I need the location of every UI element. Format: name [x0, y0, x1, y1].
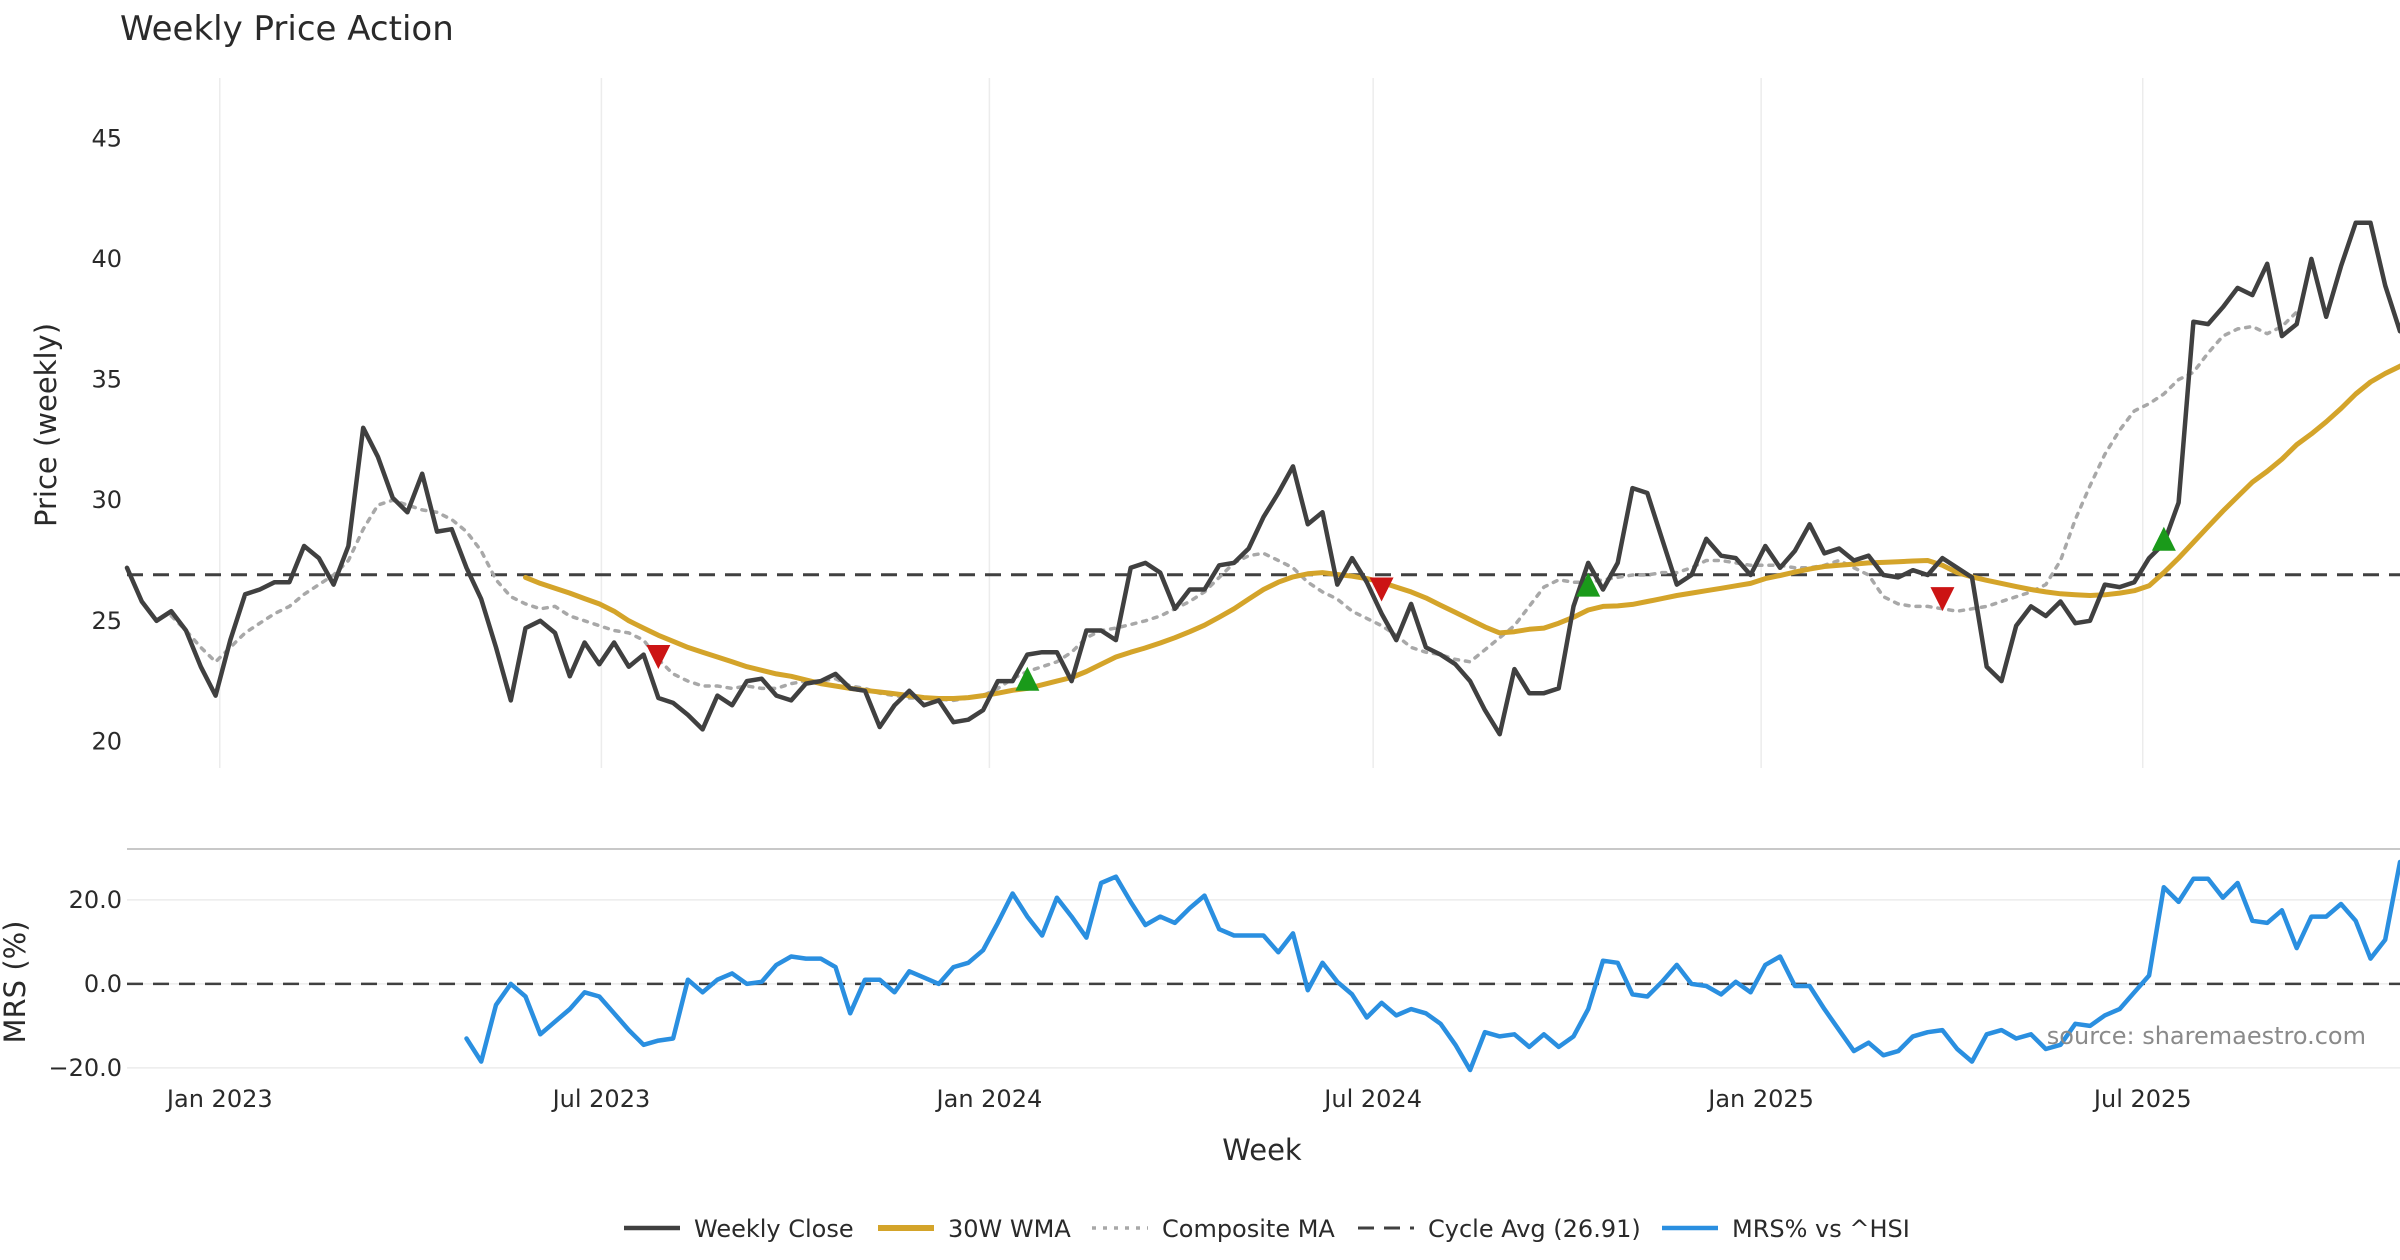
upper-series: [124, 220, 2400, 737]
lower-series: [464, 859, 2400, 1073]
upper-y-tick-label: 25: [91, 607, 122, 635]
x-tick-label: Jan 2024: [935, 1085, 1043, 1113]
legend-label: Composite MA: [1162, 1215, 1335, 1243]
signal-markers: [646, 526, 2176, 691]
chart-title: Weekly Price Action: [120, 9, 454, 49]
buy-signal-marker: [1015, 666, 1040, 691]
legend-item-cycle-avg-26-91: Cycle Avg (26.91): [1358, 1215, 1641, 1243]
legend-label: 30W WMA: [948, 1215, 1071, 1243]
legend-item-composite-ma: Composite MA: [1092, 1215, 1335, 1243]
series-30w-wma: [523, 363, 2400, 701]
lower-y-tick-label: 0.0: [84, 970, 122, 998]
x-tick-label: Jul 2025: [2092, 1085, 2192, 1113]
upper-y-tick-label: 40: [91, 245, 122, 273]
sell-signal-marker: [1369, 577, 1394, 602]
series-composite-ma: [169, 310, 2299, 703]
x-ticks: Jan 2023 Jul 2023 Jan 2024 Jul 2024 Jan 2025…: [165, 1085, 2192, 1113]
sell-signal-marker: [646, 645, 671, 670]
legend-item-mrs-vs-hsi: MRS% vs ^HSI: [1662, 1215, 1910, 1243]
legend-item-30w-wma: 30W WMA: [878, 1215, 1071, 1243]
lower-y-ticks: −20.0 0.0 20.0: [48, 886, 122, 1082]
legend-label: Weekly Close: [694, 1215, 854, 1243]
upper-y-axis-title: Price (weekly): [29, 323, 63, 527]
legend-label: Cycle Avg (26.91): [1428, 1215, 1641, 1243]
x-tick-label: Jul 2023: [551, 1085, 651, 1113]
upper-y-tick-label: 30: [91, 486, 122, 514]
upper-y-tick-label: 45: [91, 124, 122, 152]
x-axis-title: Week: [1222, 1133, 1302, 1167]
lower-y-tick-label: 20.0: [69, 886, 122, 914]
lower-y-tick-label: −20.0: [48, 1054, 122, 1082]
upper-y-tick-label: 35: [91, 366, 122, 394]
upper-grid: [219, 78, 2144, 768]
legend-item-weekly-close: Weekly Close: [624, 1215, 854, 1243]
buy-signal-marker: [1576, 572, 1601, 597]
series-weekly-close: [124, 220, 2400, 737]
buy-signal-marker: [2151, 526, 2176, 551]
upper-y-ticks: 20 25 30 35 40 45: [91, 124, 122, 755]
source-note: source: sharemaestro.com: [2047, 1022, 2366, 1050]
sell-signal-marker: [1930, 587, 1955, 612]
x-tick-label: Jan 2023: [165, 1085, 273, 1113]
x-tick-label: Jul 2024: [1322, 1085, 1422, 1113]
lower-y-axis-title: MRS (%): [0, 921, 32, 1044]
legend-label: MRS% vs ^HSI: [1732, 1215, 1910, 1243]
series-mrs-vs-hsi: [464, 859, 2400, 1073]
x-tick-label: Jan 2025: [1706, 1085, 1814, 1113]
legend: Weekly Close 30W WMA Composite MA Cycle Avg…: [624, 1215, 1910, 1243]
upper-y-tick-label: 20: [91, 727, 122, 755]
